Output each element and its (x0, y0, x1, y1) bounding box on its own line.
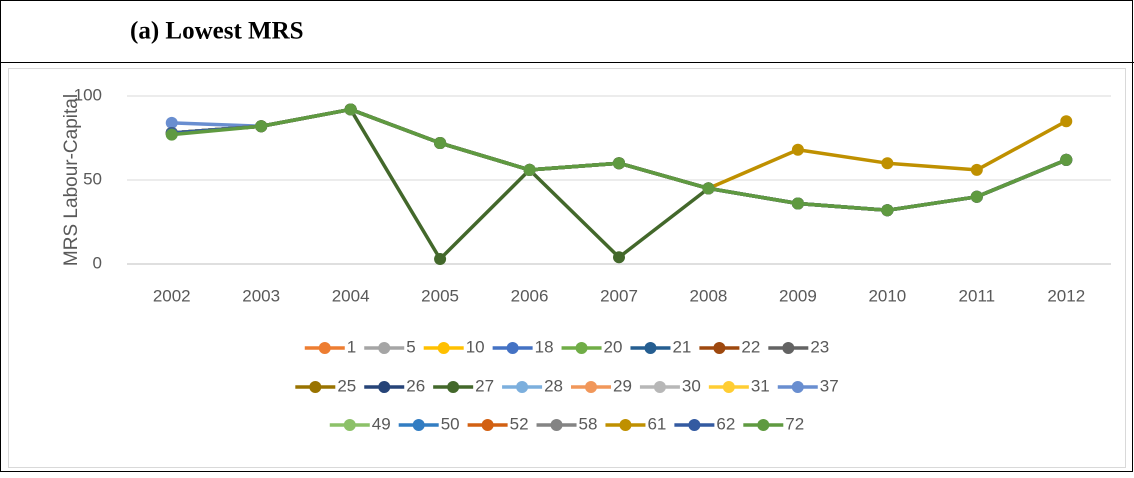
data-point (791, 143, 804, 156)
data-point (165, 116, 178, 129)
legend-marker (644, 342, 657, 354)
y-tick-label: 0 (93, 253, 102, 272)
x-tick-label: 2012 (1047, 286, 1085, 305)
legend-marker (653, 381, 666, 393)
legend-marker (378, 342, 391, 354)
legend-label: 30 (682, 376, 701, 395)
legend-label: 23 (810, 337, 829, 356)
data-point (970, 163, 983, 176)
legend-marker (506, 342, 519, 354)
legend-label: 28 (544, 376, 563, 395)
legend-marker (713, 342, 726, 354)
data-point (255, 120, 268, 133)
x-tick-label: 2003 (242, 286, 280, 305)
legend-marker (550, 419, 563, 431)
data-point (434, 137, 447, 150)
legend-marker (412, 419, 425, 431)
legend-label: 25 (337, 376, 356, 395)
data-point (791, 197, 804, 210)
x-tick-label: 2010 (868, 286, 906, 305)
data-point (702, 182, 715, 195)
legend-marker (343, 419, 356, 431)
legend-label: 18 (535, 337, 554, 356)
legend-row: 25 26 27 28 29 30 31 37 (295, 376, 839, 395)
legend-marker (757, 419, 770, 431)
legend-marker (619, 419, 632, 431)
legend-label: 29 (613, 376, 632, 395)
data-point (970, 190, 983, 203)
x-tick-label: 2009 (779, 286, 817, 305)
legend-marker (437, 342, 450, 354)
legend-label: 61 (647, 414, 666, 433)
data-point (1060, 115, 1073, 128)
series-line (171, 107, 1068, 191)
legend-label: 10 (466, 337, 485, 356)
legend-marker (481, 419, 494, 431)
data-point (523, 163, 536, 176)
legend-label: 20 (604, 337, 623, 356)
x-tick-label: 2002 (153, 286, 191, 305)
legend-label: 50 (441, 414, 460, 433)
legend-label: 72 (785, 414, 804, 433)
legend-label: 26 (406, 376, 425, 395)
data-point (434, 252, 447, 265)
x-tick-label: 2004 (332, 286, 370, 305)
legend-label: 21 (672, 337, 691, 356)
x-tick-label: 2011 (959, 286, 996, 305)
legend-marker (378, 381, 391, 393)
y-axis-label: MRS Labour-Capital (61, 94, 82, 266)
legend-marker (318, 342, 331, 354)
legend-marker (575, 342, 588, 354)
legend-label: 37 (820, 376, 839, 395)
legend-label: 5 (406, 337, 415, 356)
legend-label: 52 (510, 414, 529, 433)
legend-marker (447, 381, 460, 393)
data-point (613, 157, 625, 170)
data-point (344, 103, 357, 116)
legend-row: 49 50 52 58 61 62 72 (329, 414, 804, 433)
legend-label: 27 (475, 376, 494, 395)
legend-marker (309, 381, 322, 393)
chart-title: (a) Lowest MRS (130, 18, 304, 45)
legend-marker (516, 381, 529, 393)
data-point (881, 157, 894, 170)
data-point (881, 204, 894, 217)
legend-row: 1 5 10 18 20 21 22 23 (304, 337, 829, 356)
legend-label: 1 (347, 337, 356, 356)
legend-marker (585, 381, 597, 393)
legend-label: 22 (741, 337, 760, 356)
legend-label: 49 (372, 414, 391, 433)
chart-border (8, 68, 1126, 468)
data-point (165, 128, 178, 141)
x-tick-label: 2007 (600, 286, 638, 305)
x-tick-label: 2008 (690, 286, 728, 305)
legend-label: 58 (579, 414, 598, 433)
legend-label: 62 (716, 414, 735, 433)
data-point (1060, 153, 1073, 166)
x-tick-label: 2006 (511, 286, 549, 305)
legend-marker (782, 342, 795, 354)
data-point (613, 251, 625, 264)
legend-marker (688, 419, 701, 431)
legend-marker (791, 381, 804, 393)
series-line (171, 107, 1067, 261)
y-tick-label: 50 (83, 169, 102, 188)
x-tick-label: 2005 (421, 286, 459, 305)
y-tick-label: 100 (74, 85, 102, 104)
legend-marker (722, 381, 735, 393)
legend-label: 31 (751, 376, 770, 395)
